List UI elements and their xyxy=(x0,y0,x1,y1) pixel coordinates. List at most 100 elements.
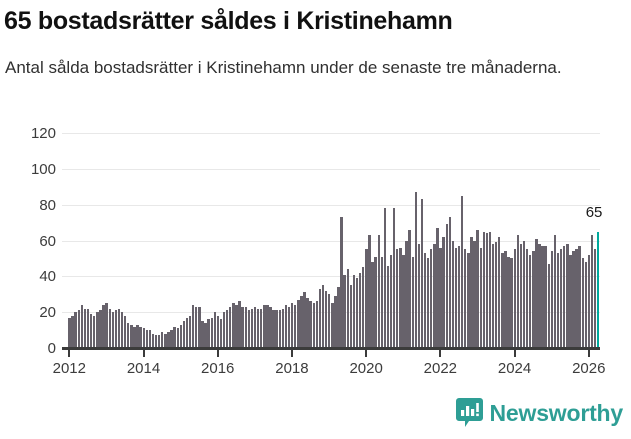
bar xyxy=(590,235,594,348)
bar xyxy=(266,305,269,348)
bar xyxy=(442,236,445,348)
gridline xyxy=(62,168,600,170)
bar xyxy=(417,244,421,348)
bar xyxy=(358,272,362,348)
bar xyxy=(219,319,223,348)
newsworthy-mark-icon xyxy=(455,398,483,428)
y-axis-tick-label: 40 xyxy=(39,268,56,286)
bar xyxy=(222,312,226,348)
bar xyxy=(349,285,353,348)
bar xyxy=(355,278,359,348)
x-axis-tick-label: 2022 xyxy=(423,360,458,377)
bar xyxy=(532,251,535,348)
x-axis-tick xyxy=(439,350,442,357)
bar xyxy=(368,235,371,348)
bar xyxy=(93,315,96,348)
bar xyxy=(538,244,541,348)
bar xyxy=(402,254,405,348)
bar xyxy=(510,258,513,348)
bar xyxy=(522,240,526,348)
x-axis-tick xyxy=(216,350,219,357)
bar xyxy=(498,236,501,348)
bar xyxy=(572,251,575,348)
bar xyxy=(436,227,439,348)
bar xyxy=(195,306,198,348)
bar xyxy=(253,306,257,348)
bar xyxy=(161,331,164,348)
bar xyxy=(556,253,560,348)
footer: Newsworthy xyxy=(0,396,631,439)
bar-series xyxy=(62,133,600,348)
bar xyxy=(309,301,312,348)
x-axis-line xyxy=(62,347,600,350)
bar xyxy=(130,324,133,348)
bar xyxy=(331,303,334,348)
bar xyxy=(238,301,241,348)
gridline xyxy=(62,240,600,242)
bar xyxy=(225,310,229,348)
bar xyxy=(111,312,114,348)
bar xyxy=(383,208,387,348)
bar xyxy=(281,308,285,348)
bar xyxy=(182,321,186,348)
bar xyxy=(229,306,232,348)
bar xyxy=(117,308,121,348)
bar xyxy=(306,297,309,348)
bar xyxy=(216,315,220,348)
bar xyxy=(386,265,390,348)
bar xyxy=(164,333,167,348)
x-axis-tick xyxy=(142,350,145,357)
gridline xyxy=(62,276,600,278)
x-axis-tick xyxy=(365,350,368,357)
bar xyxy=(430,249,433,348)
bar xyxy=(563,245,566,348)
bar xyxy=(275,310,278,348)
bar xyxy=(123,315,127,348)
bar xyxy=(241,306,244,348)
bar xyxy=(290,303,294,348)
bar xyxy=(151,333,155,348)
bar xyxy=(479,247,482,348)
bar xyxy=(154,335,158,348)
bar xyxy=(405,240,408,348)
bar xyxy=(235,305,238,348)
bar xyxy=(491,244,495,348)
bar xyxy=(284,305,288,348)
bar xyxy=(389,254,393,348)
bar xyxy=(482,231,486,348)
bar xyxy=(318,288,322,348)
x-axis-tick-label: 2024 xyxy=(497,360,532,377)
bar xyxy=(83,308,87,348)
bar xyxy=(485,233,489,348)
y-axis-tick-label: 100 xyxy=(30,160,56,178)
gridline xyxy=(62,312,600,314)
bar xyxy=(176,328,179,348)
bar xyxy=(80,305,84,348)
bar xyxy=(578,245,581,348)
bar xyxy=(426,258,430,348)
bar xyxy=(133,326,136,348)
bar xyxy=(411,256,414,348)
bar xyxy=(445,224,448,348)
bar xyxy=(71,315,74,348)
bar xyxy=(89,313,93,348)
bar xyxy=(507,256,510,348)
bar xyxy=(547,263,550,348)
bar xyxy=(269,306,272,348)
bar xyxy=(423,253,427,348)
bar xyxy=(198,306,201,348)
bar xyxy=(392,208,396,348)
y-axis-tick-label: 0 xyxy=(47,340,56,357)
bar xyxy=(414,192,417,348)
newsworthy-logo[interactable]: Newsworthy xyxy=(455,398,623,428)
bar xyxy=(587,254,591,348)
bar xyxy=(213,312,217,348)
bar xyxy=(96,312,99,348)
bar xyxy=(170,330,173,348)
bar xyxy=(300,296,303,348)
bar xyxy=(201,321,204,348)
bar xyxy=(439,247,442,348)
x-axis-tick-label: 2012 xyxy=(52,360,86,377)
bar xyxy=(494,242,498,348)
